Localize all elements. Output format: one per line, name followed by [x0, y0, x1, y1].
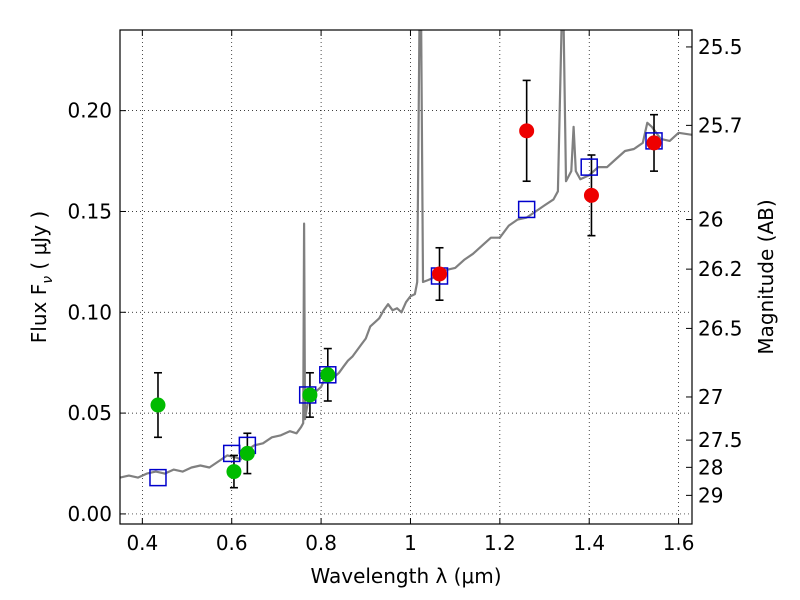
y2-tick-label: 28	[698, 455, 723, 479]
y2-tick-label: 25.5	[698, 35, 743, 59]
y-tick-label: 0.10	[67, 300, 112, 324]
y-tick-label: 0.15	[67, 199, 112, 223]
y2-tick-label: 27	[698, 385, 723, 409]
observed-point-marker	[226, 464, 242, 480]
model-square-marker	[319, 366, 337, 384]
model-square-marker	[580, 158, 598, 176]
y-axis-label-unit: ( μJy )	[27, 211, 51, 276]
y-tick-label: 0.20	[67, 99, 112, 123]
observed-point-marker	[519, 123, 535, 139]
y-tick-label: 0.00	[67, 502, 112, 526]
y2-tick-label: 29	[698, 483, 723, 507]
observed-points	[150, 123, 662, 480]
x-tick-label: 1.2	[484, 531, 516, 555]
observed-point-marker	[150, 397, 166, 413]
y2-tick-label: 27.5	[698, 428, 743, 452]
x-tick-label: 1.6	[663, 531, 695, 555]
y2-tick-label: 26.5	[698, 316, 743, 340]
x-tick-label: 1	[404, 531, 417, 555]
y-axis-label: Flux Fν ( μJy )	[27, 211, 56, 343]
spectrum-line	[120, 30, 692, 479]
x-tick-label: 0.6	[216, 531, 248, 555]
y-axis-label-main: Flux F	[27, 284, 51, 343]
observed-point-marker	[432, 266, 448, 282]
observed-point-marker	[646, 135, 662, 151]
error-bars	[153, 79, 659, 489]
y2-tick-label: 26	[698, 208, 723, 232]
x-tick-label: 0.4	[126, 531, 158, 555]
model-square-marker	[149, 468, 167, 487]
x-axis-label: Wavelength λ (μm)	[310, 564, 501, 588]
y-axis-label-sub: ν	[40, 276, 56, 284]
grid	[120, 30, 692, 524]
ticks: 0.4 0.6 0.8 1 1.2 1.4 1.6 0.00 0.05 0.10 0.15 0.20 2…	[67, 30, 743, 555]
y2-tick-label: 26.2	[698, 257, 743, 281]
observed-point-marker	[583, 187, 599, 203]
x-tick-label: 0.8	[305, 531, 337, 555]
model-square-marker	[517, 200, 536, 219]
observed-point-marker	[302, 387, 318, 403]
y2-axis-label: Magnitude (AB)	[754, 199, 778, 354]
plot-frame	[119, 29, 693, 525]
observed-point-marker	[239, 445, 255, 461]
y-tick-label: 0.05	[67, 401, 112, 425]
y2-tick-label: 25.7	[698, 113, 743, 137]
spectrum-series	[120, 30, 692, 479]
observed-point-marker	[320, 367, 336, 383]
model-points	[149, 132, 663, 487]
x-tick-label: 1.4	[573, 531, 605, 555]
